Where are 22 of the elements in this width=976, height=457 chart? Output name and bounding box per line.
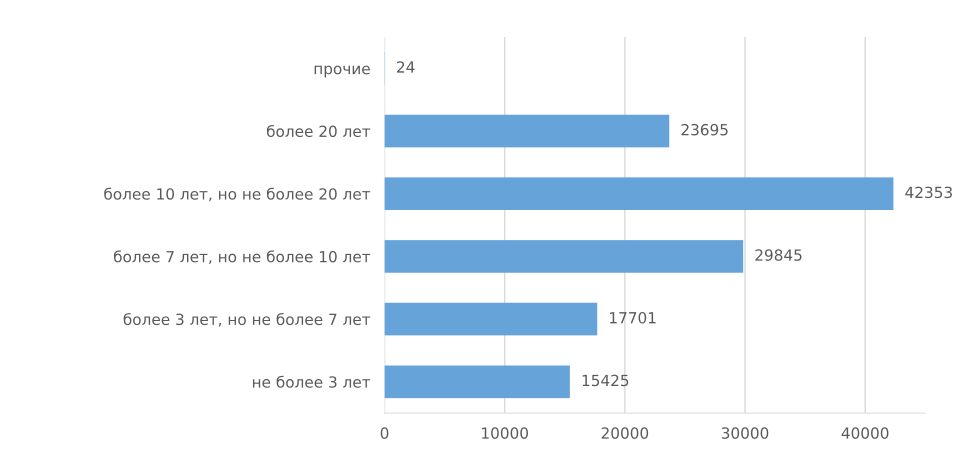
bar	[384, 302, 598, 336]
bar	[384, 240, 744, 273]
data-label: 24	[397, 61, 415, 73]
y-tick-label: прочие	[314, 66, 370, 78]
data-label: 17701	[610, 312, 656, 324]
data-label: 29845	[755, 249, 802, 261]
y-tick-label: более 7 лет, но не более 10 лет	[114, 250, 370, 264]
data-label: 23695	[681, 124, 728, 136]
y-tick-label: более 20 лет	[266, 124, 370, 138]
data-label: 15425	[582, 374, 628, 386]
y-tick-label: более 3 лет, но не более 7 лет	[124, 313, 370, 327]
y-tick-label: более 10 лет, но не более 20 лет	[104, 188, 370, 202]
bar	[384, 177, 894, 210]
bar	[384, 365, 570, 398]
data-label: 42353	[905, 186, 952, 198]
y-tick-label: не более 3 лет	[252, 376, 370, 388]
bar	[384, 114, 670, 148]
x-tick-label: 40000	[842, 427, 888, 439]
x-tick-label: 10000	[482, 427, 528, 439]
x-tick-label: 0	[380, 427, 388, 439]
x-tick-label: 30000	[722, 427, 768, 439]
x-tick-label: 20000	[602, 427, 648, 439]
